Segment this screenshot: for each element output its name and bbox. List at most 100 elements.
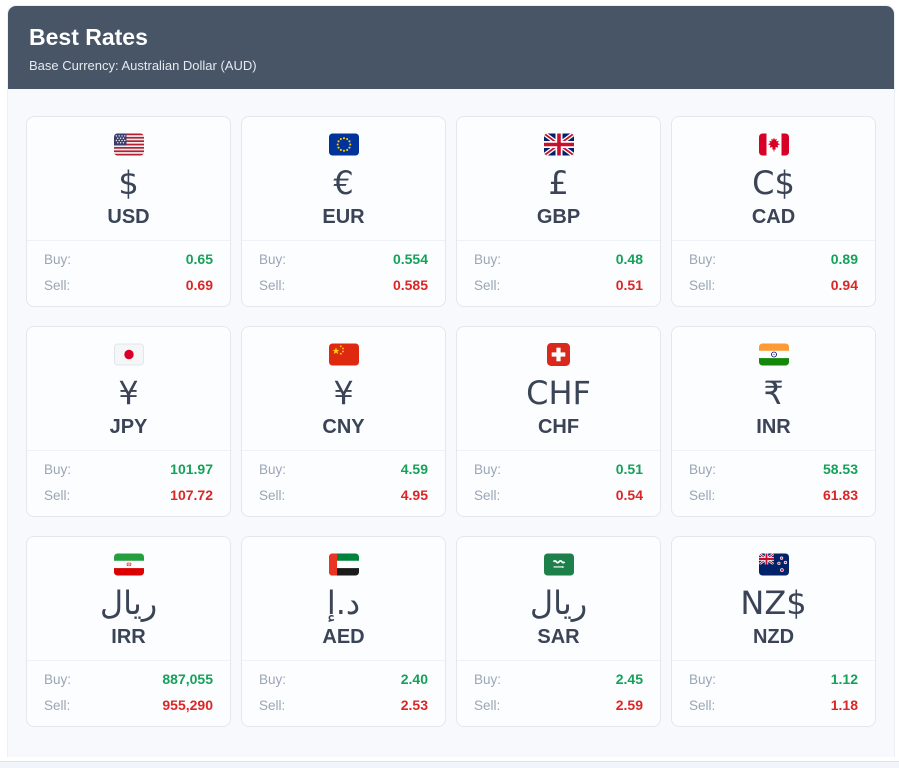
buy-row: Buy: 1.12: [689, 670, 858, 689]
buy-label: Buy:: [44, 252, 72, 267]
buy-row: Buy: 0.51: [474, 460, 643, 479]
buy-row: Buy: 0.89: [689, 250, 858, 269]
currency-symbol: £: [548, 164, 569, 202]
sa-flag-icon: [457, 553, 660, 576]
rates-section: Buy: 58.53 Sell: 61.83: [672, 450, 875, 516]
sell-row: Sell: 0.54: [474, 486, 643, 505]
currency-symbol: ریال: [99, 584, 158, 622]
currency-card-usd: $ USD Buy: 0.65 Sell: 0.69: [26, 116, 231, 307]
ch-flag-icon: [457, 343, 660, 366]
ae-flag-icon: [242, 553, 445, 576]
buy-label: Buy:: [474, 462, 502, 477]
rates-section: Buy: 2.40 Sell: 2.53: [242, 660, 445, 726]
sell-row: Sell: 4.95: [259, 486, 428, 505]
sell-row: Sell: 2.53: [259, 696, 428, 715]
buy-value: 887,055: [162, 671, 213, 687]
buy-label: Buy:: [474, 672, 502, 687]
buy-value: 0.554: [392, 251, 428, 267]
sell-value: 2.59: [615, 697, 643, 713]
buy-label: Buy:: [259, 462, 287, 477]
sell-label: Sell:: [259, 278, 286, 293]
buy-label: Buy:: [259, 252, 287, 267]
sell-label: Sell:: [259, 488, 286, 503]
currency-symbol: C$: [752, 164, 795, 202]
currency-code: USD: [107, 206, 150, 228]
buy-value: 0.51: [615, 461, 643, 477]
base-currency-subtitle: Base Currency: Australian Dollar (AUD): [29, 58, 257, 73]
sell-value: 0.51: [615, 277, 643, 293]
rates-section: Buy: 101.97 Sell: 107.72: [27, 450, 230, 516]
currency-card-eur: € EUR Buy: 0.554 Sell: 0.585: [241, 116, 446, 307]
panel-header: Best Rates Base Currency: Australian Dol…: [8, 6, 894, 89]
currency-code: CNY: [322, 416, 365, 438]
buy-value: 58.53: [822, 461, 858, 477]
buy-value: 0.48: [615, 251, 643, 267]
currency-symbol: CHF: [526, 374, 591, 412]
rates-section: Buy: 887,055 Sell: 955,290: [27, 660, 230, 726]
buy-value: 2.45: [615, 671, 643, 687]
buy-label: Buy:: [689, 252, 717, 267]
sell-row: Sell: 955,290: [44, 696, 213, 715]
ca-flag-icon: [672, 133, 875, 156]
buy-value: 0.89: [830, 251, 858, 267]
sell-row: Sell: 0.585: [259, 276, 428, 295]
sell-row: Sell: 2.59: [474, 696, 643, 715]
sell-row: Sell: 61.83: [689, 486, 858, 505]
buy-row: Buy: 0.48: [474, 250, 643, 269]
sell-label: Sell:: [689, 488, 716, 503]
page-title: Best Rates: [29, 24, 148, 50]
rates-section: Buy: 0.65 Sell: 0.69: [27, 240, 230, 306]
rates-section: Buy: 1.12 Sell: 1.18: [672, 660, 875, 726]
sell-value: 0.54: [615, 487, 643, 503]
buy-label: Buy:: [44, 672, 72, 687]
buy-label: Buy:: [259, 672, 287, 687]
buy-row: Buy: 0.65: [44, 250, 213, 269]
rates-section: Buy: 0.89 Sell: 0.94: [672, 240, 875, 306]
jp-flag-icon: [27, 343, 230, 366]
buy-label: Buy:: [44, 462, 72, 477]
in-flag-icon: [672, 343, 875, 366]
currency-symbol: ريال: [529, 584, 588, 622]
currency-code: GBP: [536, 206, 581, 228]
currency-card-nzd: NZ$ NZD Buy: 1.12 Sell: 1.18: [671, 536, 876, 727]
sell-label: Sell:: [44, 278, 71, 293]
sell-label: Sell:: [689, 278, 716, 293]
currency-card-irr: ریال IRR Buy: 887,055 Sell: 955,290: [26, 536, 231, 727]
currency-card-chf: CHF CHF Buy: 0.51 Sell: 0.54: [456, 326, 661, 517]
buy-row: Buy: 887,055: [44, 670, 213, 689]
sell-label: Sell:: [259, 698, 286, 713]
sell-row: Sell: 0.51: [474, 276, 643, 295]
buy-value: 4.59: [400, 461, 428, 477]
buy-row: Buy: 0.554: [259, 250, 428, 269]
sell-label: Sell:: [689, 698, 716, 713]
gb-flag-icon: [457, 133, 660, 156]
currency-code: CHF: [537, 416, 580, 438]
ir-flag-icon: [27, 553, 230, 576]
buy-value: 101.97: [170, 461, 213, 477]
rates-section: Buy: 0.48 Sell: 0.51: [457, 240, 660, 306]
currency-card-cny: ¥ CNY Buy: 4.59 Sell: 4.95: [241, 326, 446, 517]
panel-body: $ USD Buy: 0.65 Sell: 0.69 € EUR Buy: 0.…: [8, 89, 894, 757]
buy-row: Buy: 4.59: [259, 460, 428, 479]
currency-card-aed: د.إ AED Buy: 2.40 Sell: 2.53: [241, 536, 446, 727]
sell-value: 0.69: [185, 277, 213, 293]
currency-symbol: $: [118, 164, 139, 202]
currency-code: IRR: [111, 626, 146, 648]
currency-code: INR: [756, 416, 791, 438]
sell-value: 107.72: [170, 487, 213, 503]
buy-label: Buy:: [689, 672, 717, 687]
currency-code: NZD: [752, 626, 795, 648]
buy-value: 1.12: [830, 671, 858, 687]
sell-row: Sell: 0.69: [44, 276, 213, 295]
sell-label: Sell:: [474, 698, 501, 713]
buy-row: Buy: 2.40: [259, 670, 428, 689]
sell-value: 955,290: [162, 697, 213, 713]
sell-value: 1.18: [830, 697, 858, 713]
currency-symbol: NZ$: [740, 584, 807, 622]
buy-row: Buy: 2.45: [474, 670, 643, 689]
buy-value: 2.40: [400, 671, 428, 687]
rates-grid: $ USD Buy: 0.65 Sell: 0.69 € EUR Buy: 0.…: [26, 116, 876, 727]
sell-value: 0.585: [392, 277, 428, 293]
currency-code: JPY: [109, 416, 148, 438]
rates-section: Buy: 2.45 Sell: 2.59: [457, 660, 660, 726]
